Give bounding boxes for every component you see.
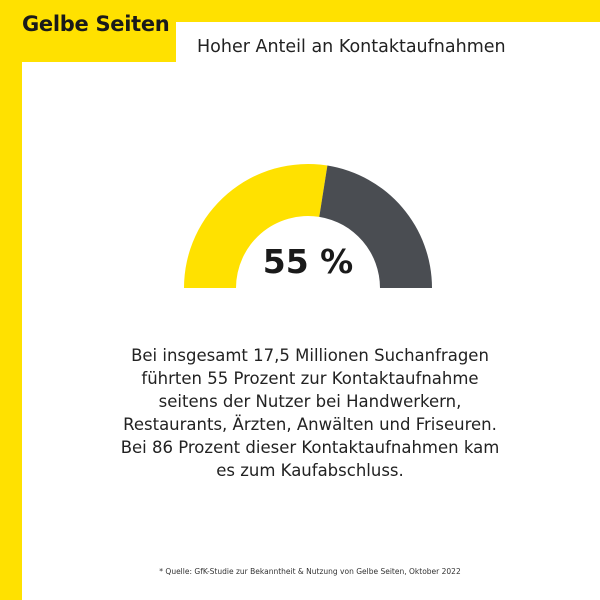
content-panel (22, 22, 600, 600)
brand-tab (0, 0, 176, 62)
page-title: Hoher Anteil an Kontaktaufnahmen (197, 37, 506, 57)
gauge-value-label: 55 % (262, 242, 354, 281)
description-text: Bei insgesamt 17,5 Millionen Suchanfrage… (120, 346, 500, 480)
gauge-segment-remainder (319, 165, 432, 288)
brand-logo-text: Gelbe Seiten (22, 12, 170, 36)
gauge-segment-primary (184, 164, 328, 288)
source-footnote: * Quelle: GfK-Studie zur Bekanntheit & N… (159, 567, 461, 576)
